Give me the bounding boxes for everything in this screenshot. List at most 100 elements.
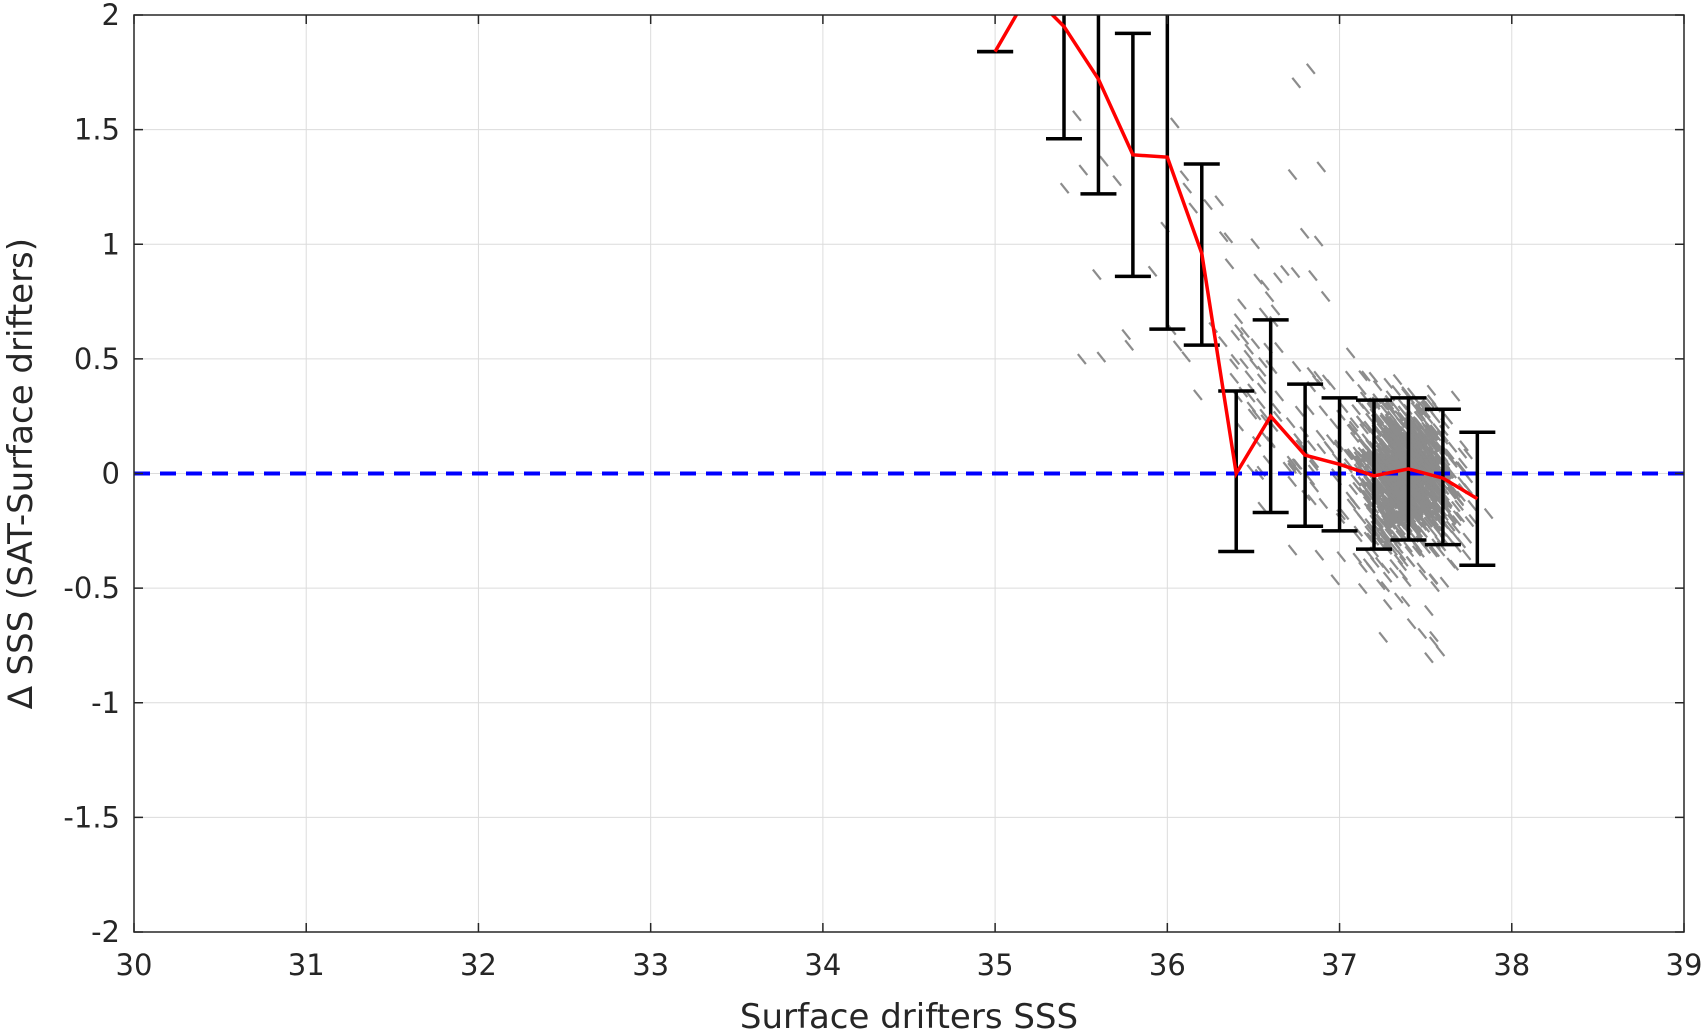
scatter-point	[1421, 407, 1431, 419]
scatter-point	[1358, 561, 1368, 573]
scatter-point	[1396, 523, 1407, 536]
scatter-point	[1096, 351, 1107, 363]
scatter-point	[1421, 477, 1432, 489]
scatter-point	[1313, 370, 1324, 382]
y-tick-label: 1.5	[74, 113, 120, 147]
scatter-point	[1413, 449, 1424, 461]
scatter-point	[1416, 525, 1427, 537]
scatter-point	[1421, 473, 1432, 485]
scatter-point	[1349, 497, 1360, 509]
scatter-point	[1429, 424, 1440, 436]
scatter-point	[1432, 500, 1443, 512]
scatter-point	[1352, 446, 1363, 458]
scatter-point	[1412, 415, 1423, 428]
scatter-point	[1398, 434, 1409, 446]
scatter-point	[1229, 358, 1239, 370]
scatter-point	[1443, 413, 1454, 425]
scatter-point	[1406, 618, 1417, 630]
scatter-point	[1381, 423, 1392, 435]
scatter-point	[1258, 357, 1268, 369]
scatter-point	[1339, 508, 1350, 521]
scatter-point	[1413, 461, 1423, 473]
scatter-point	[1314, 549, 1325, 561]
y-tick-label: -1.5	[63, 800, 120, 834]
scatter-point	[1345, 347, 1356, 359]
scatter-point	[1428, 546, 1439, 558]
scatter-point	[1413, 491, 1424, 504]
scatter-point	[1388, 540, 1399, 552]
scatter-point	[1357, 582, 1368, 595]
scatter-point	[1287, 168, 1298, 181]
scatter-point	[1256, 365, 1267, 378]
scatter-point	[1416, 425, 1427, 438]
scatter-point	[1059, 182, 1070, 194]
scatter-point	[1431, 497, 1442, 509]
scatter-point	[1282, 461, 1293, 473]
scatter-point	[1230, 329, 1241, 341]
scatter-point	[1420, 517, 1431, 529]
scatter-point	[1424, 427, 1435, 440]
scatter-point	[1305, 63, 1316, 75]
scatter-point	[1112, 175, 1122, 187]
scatter-point	[1306, 440, 1317, 452]
scatter-point	[1452, 510, 1463, 522]
scatter-point	[1250, 238, 1261, 250]
scatter-point	[1352, 552, 1363, 564]
scatter-point	[1418, 569, 1429, 581]
scatter-point	[1309, 456, 1320, 469]
scatter-point	[1429, 515, 1440, 527]
scatter-point	[1179, 170, 1190, 182]
scatter-point	[1376, 434, 1386, 446]
scatter-point	[1359, 423, 1369, 435]
scatter-point	[1448, 512, 1458, 524]
scatter-point	[1387, 410, 1397, 422]
scatter-point	[1244, 370, 1255, 382]
scatter-point	[1245, 391, 1256, 403]
scatter-point	[1250, 338, 1261, 350]
scatter-point	[1280, 264, 1290, 277]
mean-line	[993, 15, 1479, 501]
scatter-point	[1421, 504, 1432, 517]
scatter-point	[1363, 454, 1374, 466]
scatter-point	[1382, 571, 1393, 583]
x-tick-label: 30	[116, 948, 153, 982]
scatter-point	[1419, 489, 1430, 501]
scatter-point	[1393, 592, 1404, 604]
scatter-point	[1385, 513, 1396, 525]
scatter-point	[1392, 487, 1403, 500]
scatter-point	[1247, 408, 1258, 420]
scatter-point	[1378, 430, 1388, 442]
scatter-point	[1394, 436, 1405, 448]
scatter-point	[1423, 419, 1433, 431]
scatter-point	[1357, 438, 1368, 450]
scatter-point	[1388, 444, 1398, 456]
scatter-point	[1405, 555, 1416, 568]
scatter-point	[1409, 480, 1420, 492]
scatter-point	[1383, 377, 1394, 389]
scatter-point	[1306, 366, 1317, 379]
scatter-point	[1425, 515, 1435, 527]
y-axis-label: ∆ SSS (SAT-Surface drifters)	[1, 238, 41, 710]
x-tick-label: 35	[977, 948, 1014, 982]
scatter-point	[1394, 542, 1404, 555]
y-tick-label: -0.5	[63, 571, 120, 605]
scatter-point	[1382, 598, 1393, 611]
scatter-point	[1239, 333, 1250, 346]
scatter-point	[1384, 477, 1394, 490]
scatter-point	[1318, 497, 1329, 510]
scatter-point	[1416, 514, 1427, 526]
scatter-point	[1389, 558, 1400, 571]
scatter-point	[1304, 403, 1315, 416]
y-tick-label: -1	[91, 686, 120, 720]
scatter-point	[1387, 496, 1398, 509]
scatter-point	[1463, 448, 1474, 460]
scatter-point	[1379, 458, 1390, 470]
scatter-point	[1256, 382, 1267, 394]
scatter-point	[1456, 537, 1467, 549]
scatter-point	[1420, 433, 1431, 445]
scatter-point	[1415, 402, 1425, 415]
scatter-point	[1428, 573, 1439, 585]
scatter-point	[1397, 488, 1408, 501]
scatter-point	[1274, 341, 1284, 354]
